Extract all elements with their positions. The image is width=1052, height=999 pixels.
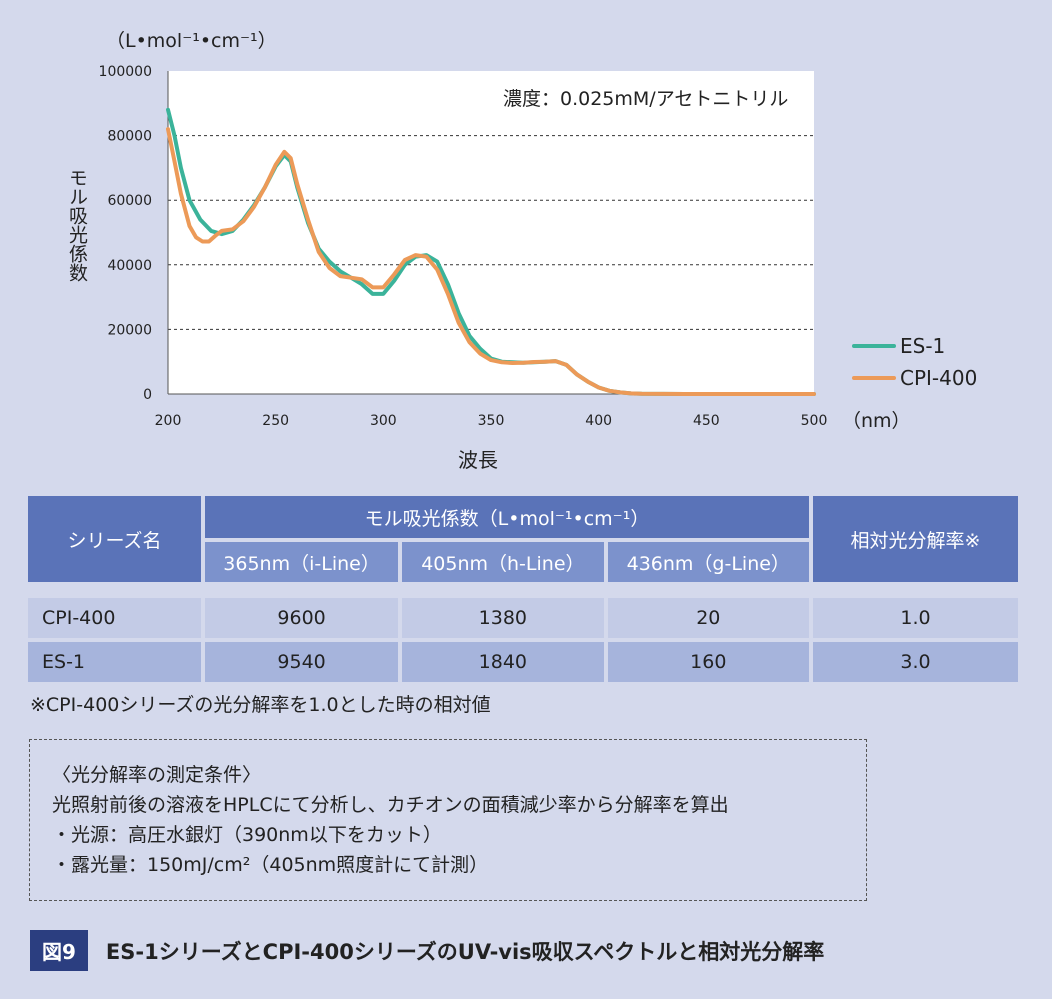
figure-badge: 図9 (30, 930, 88, 971)
x-tick-label: 500 (801, 413, 828, 429)
y-tick-label: 80000 (107, 129, 152, 145)
legend-item-cpi400: CPI-400 (852, 362, 977, 394)
subheader-436: 436nm（g-Line） (607, 542, 809, 582)
legend-label: ES-1 (900, 334, 946, 358)
x-unit-label: （nm） (842, 410, 911, 432)
legend: ES-1 CPI-400 (852, 330, 977, 394)
y-tick-label: 40000 (107, 258, 152, 274)
cell-436: 160 (607, 642, 809, 682)
legend-swatch (852, 376, 896, 380)
cell-rel: 3.0 (813, 642, 1018, 682)
spectrum-chart: 0 20000 40000 60000 80000 100000 200 250 300 350 4… (99, 64, 828, 429)
x-tick-label: 200 (155, 413, 182, 429)
x-tick-label: 250 (262, 413, 289, 429)
y-unit-label: （L•mol⁻¹•cm⁻¹） (106, 30, 277, 52)
concentration-annotation: 濃度：0.025mM/アセトニトリル (503, 88, 789, 110)
subheader-365: 365nm（i-Line） (205, 542, 399, 582)
y-tick-label: 0 (143, 387, 152, 403)
cell-405: 1840 (402, 642, 604, 682)
table-row: CPI-400 9600 1380 20 1.0 (28, 598, 1018, 638)
cell-365: 9540 (205, 642, 399, 682)
conditions-line: 光照射前後の溶液をHPLCにて分析し、カチオンの面積減少率から分解率を算出 (52, 794, 729, 816)
conditions-line: ・光源：高圧水銀灯（390nm以下をカット） (52, 824, 442, 846)
x-tick-label: 400 (585, 413, 612, 429)
chart-area: 0 20000 40000 60000 80000 100000 200 250 300 350 4… (0, 0, 1052, 480)
y-tick-label: 100000 (99, 64, 152, 80)
y-tick-label: 20000 (107, 322, 152, 338)
legend-label: CPI-400 (900, 366, 978, 390)
header-relative-rate: 相対光分解率※ (813, 496, 1018, 582)
y-axis-title: モル吸光係数 (66, 168, 88, 282)
data-table: シリーズ名 モル吸光係数（L•mol⁻¹•cm⁻¹） 相対光分解率※ 365nm… (24, 492, 1022, 686)
conditions-title: 〈光分解率の測定条件〉 (52, 764, 262, 786)
subheader-405: 405nm（h-Line） (402, 542, 604, 582)
header-series: シリーズ名 (28, 496, 201, 582)
legend-swatch (852, 344, 896, 348)
conditions-box: 〈光分解率の測定条件〉 光照射前後の溶液をHPLCにて分析し、カチオンの面積減少… (29, 739, 867, 901)
cell-name: ES-1 (28, 642, 201, 682)
figure-caption: 図9 ES-1シリーズとCPI-400シリーズのUV-vis吸収スペクトルと相対… (30, 930, 824, 971)
cell-365: 9600 (205, 598, 399, 638)
cell-name: CPI-400 (28, 598, 201, 638)
x-tick-label: 350 (478, 413, 505, 429)
cell-436: 20 (607, 598, 809, 638)
footnote: ※CPI-400シリーズの光分解率を1.0とした時の相対値 (30, 694, 491, 716)
legend-item-es1: ES-1 (852, 330, 977, 362)
plot-background (168, 71, 814, 394)
y-tick-label: 60000 (107, 193, 152, 209)
table-row: ES-1 9540 1840 160 3.0 (28, 642, 1018, 682)
x-tick-label: 450 (693, 413, 720, 429)
series-line-cpi400 (166, 127, 816, 396)
x-tick-label: 300 (370, 413, 397, 429)
caption-text: ES-1シリーズとCPI-400シリーズのUV-vis吸収スペクトルと相対光分解… (105, 939, 825, 964)
x-axis-title: 波長 (458, 448, 498, 472)
cell-405: 1380 (402, 598, 604, 638)
cell-rel: 1.0 (813, 598, 1018, 638)
conditions-line: ・露光量：150mJ/cm²（405nm照度計にて計測） (52, 854, 489, 876)
header-coefficient: モル吸光係数（L•mol⁻¹•cm⁻¹） (205, 496, 809, 538)
